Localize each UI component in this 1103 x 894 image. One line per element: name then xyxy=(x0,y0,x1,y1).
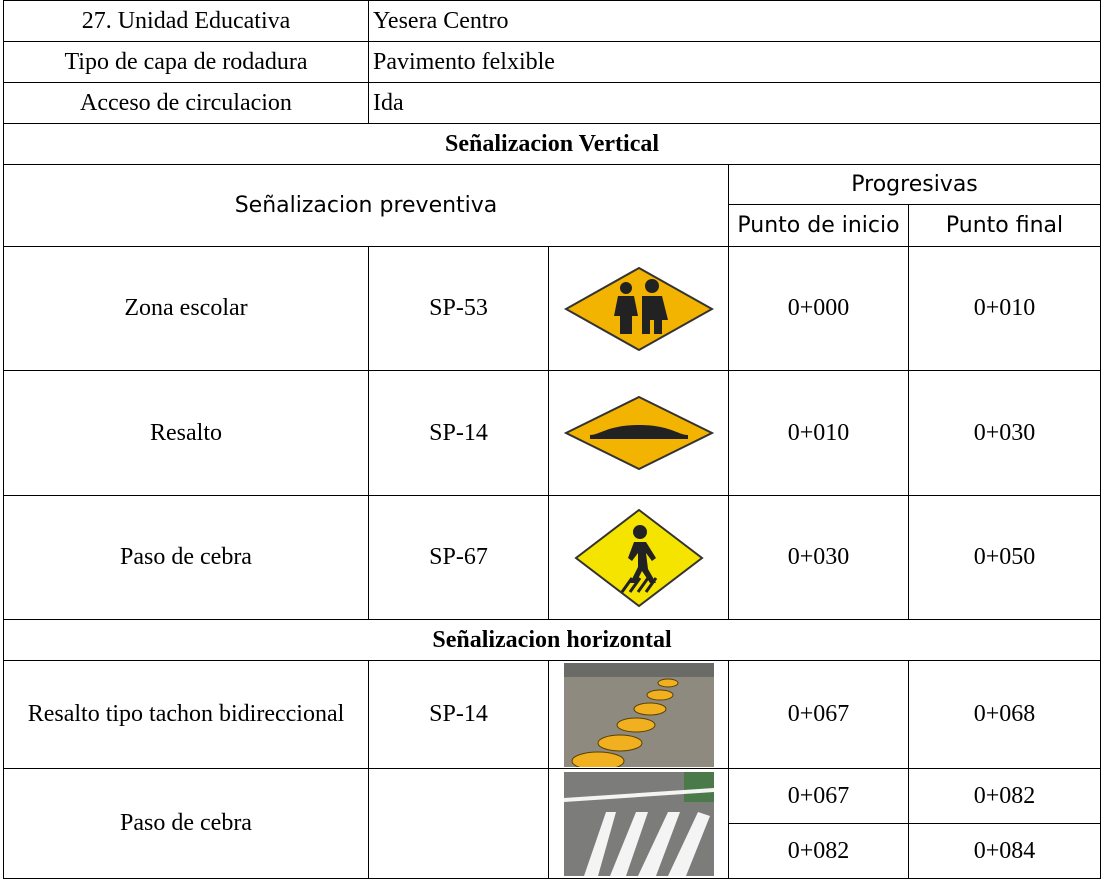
end-header: Punto final xyxy=(907,204,1102,247)
start: 0+082 xyxy=(728,823,909,879)
start: 0+010 xyxy=(728,370,909,496)
start-header: Punto de inicio xyxy=(728,204,909,247)
stud-photo xyxy=(563,662,714,767)
marking-name: Paso de cebra xyxy=(3,768,369,879)
end: 0+082 xyxy=(907,768,1102,824)
sign-row: Resalto SP-14 0+010 0+030 xyxy=(3,370,1102,496)
marking-image xyxy=(548,660,729,769)
end: 0+050 xyxy=(907,495,1102,620)
info-label: Acceso de circulacion xyxy=(3,82,369,124)
start: 0+030 xyxy=(728,495,909,620)
section-row: Señalizacion Vertical xyxy=(2,123,1102,165)
bump-sign xyxy=(563,395,714,471)
info-value: Pavimento felxible xyxy=(367,41,1102,83)
end: 0+084 xyxy=(907,823,1102,879)
sign-code: SP-67 xyxy=(368,495,549,620)
crossing-sign xyxy=(573,508,704,607)
start: 0+000 xyxy=(728,246,909,371)
sign-row: Paso de cebra SP-67 0+030 0+050 xyxy=(3,495,1102,620)
marking-code xyxy=(368,768,549,879)
marking-row: Resalto tipo tachon bidireccional SP-14 … xyxy=(3,660,1102,769)
sign-name: Resalto xyxy=(3,370,369,496)
info-row: Tipo de capa de rodadura Pavimento felxi… xyxy=(3,41,1102,83)
marking-image xyxy=(548,768,729,879)
header-row: Punto de inicio Punto final xyxy=(4,204,1102,247)
info-row: Acceso de circulacion Ida xyxy=(3,82,1102,124)
marking-code: SP-14 xyxy=(368,660,549,769)
sign-image xyxy=(548,370,729,496)
sign-image xyxy=(548,246,729,371)
info-label: 27. Unidad Educativa xyxy=(3,0,369,42)
marking-row: Paso de cebra 0+067 0+082 xyxy=(3,768,1102,879)
section-row: Señalizacion horizontal xyxy=(2,619,1102,661)
info-value: Ida xyxy=(367,82,1102,124)
start: 0+067 xyxy=(728,660,909,769)
start: 0+067 xyxy=(728,768,909,824)
section-title: Señalizacion Vertical xyxy=(2,123,1102,165)
progresivas-header: Progresivas xyxy=(727,164,1102,205)
sign-code: SP-14 xyxy=(368,370,549,496)
end: 0+030 xyxy=(907,370,1102,496)
zebra-photo xyxy=(563,771,714,876)
info-row: 27. Unidad Educativa Yesera Centro xyxy=(3,0,1102,42)
group-header: Señalizacion preventiva xyxy=(3,164,729,247)
school-sign xyxy=(563,266,714,351)
marking-subrow: 0+082 0+084 xyxy=(4,823,1102,879)
end: 0+010 xyxy=(907,246,1102,371)
sign-image xyxy=(548,495,729,620)
sign-row: Zona escolar SP-53 0+000 0+010 xyxy=(3,246,1102,371)
sign-code: SP-53 xyxy=(368,246,549,371)
header-row: Señalizacion preventiva Progresivas xyxy=(3,164,1102,247)
end: 0+068 xyxy=(907,660,1102,769)
info-label: Tipo de capa de rodadura xyxy=(3,41,369,83)
sign-name: Paso de cebra xyxy=(3,495,369,620)
sign-name: Zona escolar xyxy=(3,246,369,371)
marking-name: Resalto tipo tachon bidireccional xyxy=(3,660,369,769)
info-value: Yesera Centro xyxy=(367,0,1102,42)
section-title: Señalizacion horizontal xyxy=(2,619,1102,661)
